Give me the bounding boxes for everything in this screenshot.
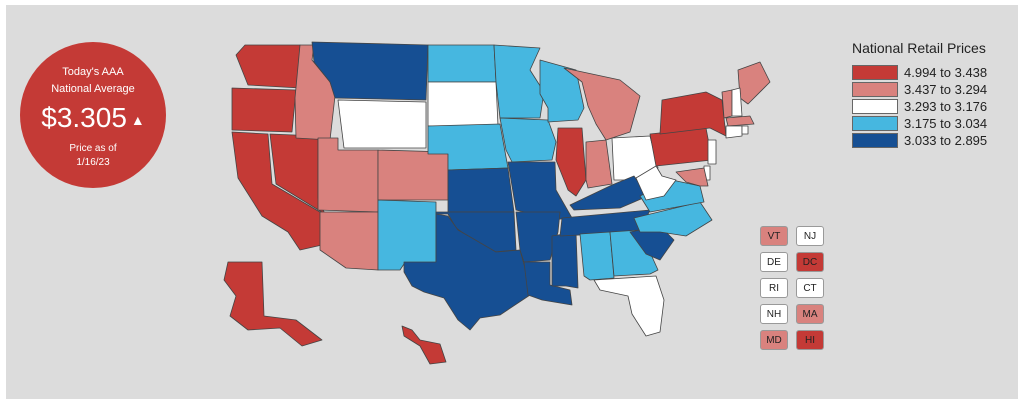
state-ar[interactable] <box>515 211 561 263</box>
state-ga[interactable] <box>609 229 659 277</box>
state-hi[interactable] <box>401 325 447 365</box>
national-average-badge: Today's AAA National Average $3.305 ▲ Pri… <box>20 42 166 188</box>
legend-title: National Retail Prices <box>852 40 986 56</box>
state-me[interactable] <box>737 61 771 105</box>
state-nj[interactable] <box>707 139 717 165</box>
legend-row: 3.293 to 3.176 <box>852 98 987 115</box>
state-vt[interactable] <box>721 89 733 119</box>
state-nm[interactable] <box>377 199 437 271</box>
state-wa[interactable] <box>235 44 301 89</box>
state-box-hi[interactable]: HI <box>796 330 824 350</box>
badge-line1: Today's AAA <box>62 66 124 78</box>
state-ca[interactable] <box>231 131 326 251</box>
state-mn[interactable] <box>493 44 545 119</box>
legend-row: 4.994 to 3.438 <box>852 64 987 81</box>
legend-row: 3.437 to 3.294 <box>852 81 987 98</box>
state-box-nj[interactable]: NJ <box>796 226 824 246</box>
national-average-price: $3.305 <box>41 102 127 133</box>
state-box-de[interactable]: DE <box>760 252 788 272</box>
state-box-dc[interactable]: DC <box>796 252 824 272</box>
legend-row: 3.033 to 2.895 <box>852 132 987 149</box>
state-box-ma[interactable]: MA <box>796 304 824 324</box>
state-ny[interactable] <box>659 91 727 137</box>
state-ut[interactable] <box>317 137 379 213</box>
state-wi[interactable] <box>539 59 585 123</box>
state-box-ct[interactable]: CT <box>796 278 824 298</box>
legend-swatch <box>852 65 898 80</box>
state-box-ri[interactable]: RI <box>760 278 788 298</box>
legend-swatch <box>852 99 898 114</box>
state-sd[interactable] <box>427 81 499 127</box>
legend: National Retail Prices 4.994 to 3.438 3.4… <box>852 40 987 149</box>
legend-swatch <box>852 133 898 148</box>
badge-date: 1/16/23 <box>76 157 110 168</box>
state-il[interactable] <box>555 127 587 197</box>
state-md[interactable] <box>675 167 709 187</box>
state-ct[interactable] <box>725 125 743 139</box>
state-or[interactable] <box>231 87 297 133</box>
legend-row: 3.175 to 3.034 <box>852 115 987 132</box>
legend-label: 4.994 to 3.438 <box>904 65 988 80</box>
up-triangle-icon: ▲ <box>130 111 145 128</box>
state-ma[interactable] <box>725 115 755 127</box>
badge-price-row: $3.305 ▲ <box>20 102 166 134</box>
badge-line2: National Average <box>51 83 135 95</box>
state-ms[interactable] <box>551 231 579 289</box>
legend-label: 3.293 to 3.176 <box>904 99 988 114</box>
state-ak[interactable] <box>223 261 323 347</box>
state-pa[interactable] <box>649 127 713 167</box>
state-fl[interactable] <box>593 275 665 337</box>
state-ks[interactable] <box>447 167 515 213</box>
state-co[interactable] <box>377 149 449 201</box>
state-ri[interactable] <box>741 125 749 135</box>
state-box-md[interactable]: MD <box>760 330 788 350</box>
state-nd[interactable] <box>427 44 497 83</box>
state-az[interactable] <box>319 211 379 271</box>
badge-line3: Price as of <box>69 143 117 154</box>
small-state-boxes: VT NJ DE DC RI CT NH MA MD HI <box>760 226 824 350</box>
legend-label: 3.437 to 3.294 <box>904 82 988 97</box>
legend-swatch <box>852 82 898 97</box>
state-ia[interactable] <box>499 117 557 163</box>
state-wy[interactable] <box>337 99 427 149</box>
state-in[interactable] <box>585 139 613 189</box>
state-al[interactable] <box>579 231 615 281</box>
state-la[interactable] <box>523 261 573 306</box>
legend-label: 3.033 to 2.895 <box>904 133 988 148</box>
state-box-vt[interactable]: VT <box>760 226 788 246</box>
legend-label: 3.175 to 3.034 <box>904 116 988 131</box>
legend-swatch <box>852 116 898 131</box>
state-box-nh[interactable]: NH <box>760 304 788 324</box>
state-nh[interactable] <box>731 87 743 117</box>
